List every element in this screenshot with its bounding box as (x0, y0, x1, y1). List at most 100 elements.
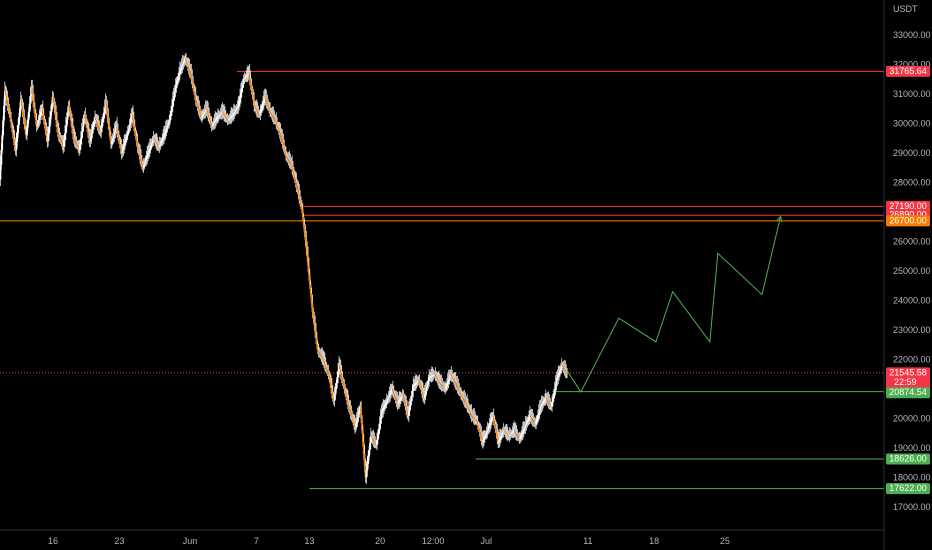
candle-body (57, 132, 60, 135)
candle-body (37, 120, 40, 124)
candle-body (34, 107, 36, 114)
candle-body (484, 434, 487, 437)
candle-body (68, 105, 71, 112)
candle-body (107, 116, 110, 124)
candle-body (90, 133, 93, 138)
candle-body (316, 337, 318, 345)
candle-body (352, 418, 355, 422)
candle-body (307, 256, 309, 266)
candle-body (117, 135, 120, 140)
level-6-badge (886, 483, 930, 495)
candle-body (285, 152, 287, 156)
y-tick-label: 26000.00 (893, 237, 931, 247)
candle-body (191, 77, 194, 83)
candle-body (228, 118, 231, 120)
candle-body (530, 417, 533, 419)
plot-area[interactable] (0, 52, 884, 490)
candle-body (28, 103, 31, 112)
candle-body (509, 434, 512, 436)
candle-body (81, 126, 84, 133)
candle-body (558, 372, 561, 376)
time-axis[interactable]: 16 23 Jun 7 13 20 12:00 Jul 11 18 25 (48, 536, 730, 546)
candle-body (250, 84, 253, 90)
candle-body (543, 400, 546, 403)
candle-body (527, 419, 530, 422)
candle-body (288, 160, 291, 162)
candle-body (10, 117, 12, 124)
candle-body (16, 133, 19, 142)
candle-body (187, 65, 190, 69)
candle-body (101, 122, 104, 128)
candle-body (378, 423, 381, 429)
candle-body (323, 361, 326, 365)
candle-body (272, 116, 275, 118)
candle-body (9, 113, 12, 118)
candle-body (111, 138, 114, 142)
candle-body (209, 120, 212, 124)
candle-body (266, 101, 269, 105)
candle-body (70, 116, 73, 123)
candle-body (49, 111, 52, 120)
candle-body (225, 117, 228, 120)
candle-body (342, 381, 345, 386)
candle-body (278, 127, 280, 131)
candle-body (370, 436, 373, 438)
candle-body (87, 132, 90, 137)
candle-body (286, 157, 289, 159)
candle-body (186, 63, 189, 66)
candle-body (562, 366, 565, 369)
candle-body (452, 377, 454, 379)
candle-body (284, 149, 286, 153)
candle-body (434, 374, 437, 376)
candle-body (276, 123, 279, 126)
y-tick-label: 29000.00 (893, 148, 931, 158)
candle-body (207, 111, 210, 115)
candle-body (140, 157, 142, 161)
candle-body (474, 418, 477, 420)
candle-body (409, 400, 412, 406)
candle-body (264, 96, 267, 100)
candle-body (92, 125, 95, 130)
candle-body (487, 427, 490, 431)
candle-body (248, 73, 251, 79)
candle-body (17, 124, 20, 134)
candle-body (260, 108, 263, 112)
candle-body (178, 70, 181, 74)
candle-body (466, 403, 469, 406)
candle-body (369, 443, 371, 450)
candle-body (475, 419, 477, 421)
candle-body (308, 274, 311, 285)
candle-body (82, 120, 85, 127)
candle-body (281, 138, 284, 143)
candle-body (219, 113, 222, 115)
candle-body (565, 371, 568, 373)
candle-body (27, 111, 30, 120)
candle-body (159, 143, 162, 146)
candle-body (483, 438, 485, 441)
candle-body (36, 123, 39, 127)
candle-body (167, 123, 170, 126)
candle-body (445, 384, 448, 387)
candle-body (71, 122, 73, 128)
x-tick-label: 25 (720, 536, 730, 546)
candle-body (41, 108, 44, 115)
candle-body (22, 111, 25, 118)
candle-body (113, 132, 116, 136)
candle-body (150, 143, 153, 146)
candle-body (246, 75, 248, 77)
candle-body (212, 123, 215, 125)
candle-body (483, 436, 486, 439)
candle-body (255, 108, 258, 111)
x-tick-label: Jul (480, 536, 492, 546)
candle-body (293, 175, 296, 179)
candle-body (331, 387, 333, 392)
candle-body (480, 435, 483, 439)
candle-body (545, 397, 548, 400)
forecast-path[interactable] (567, 216, 782, 393)
candle-body (447, 379, 450, 382)
candle-body (206, 108, 209, 112)
candle-body (369, 436, 372, 444)
y-tick-label: 25000.00 (893, 266, 931, 276)
candle-body (323, 359, 325, 362)
